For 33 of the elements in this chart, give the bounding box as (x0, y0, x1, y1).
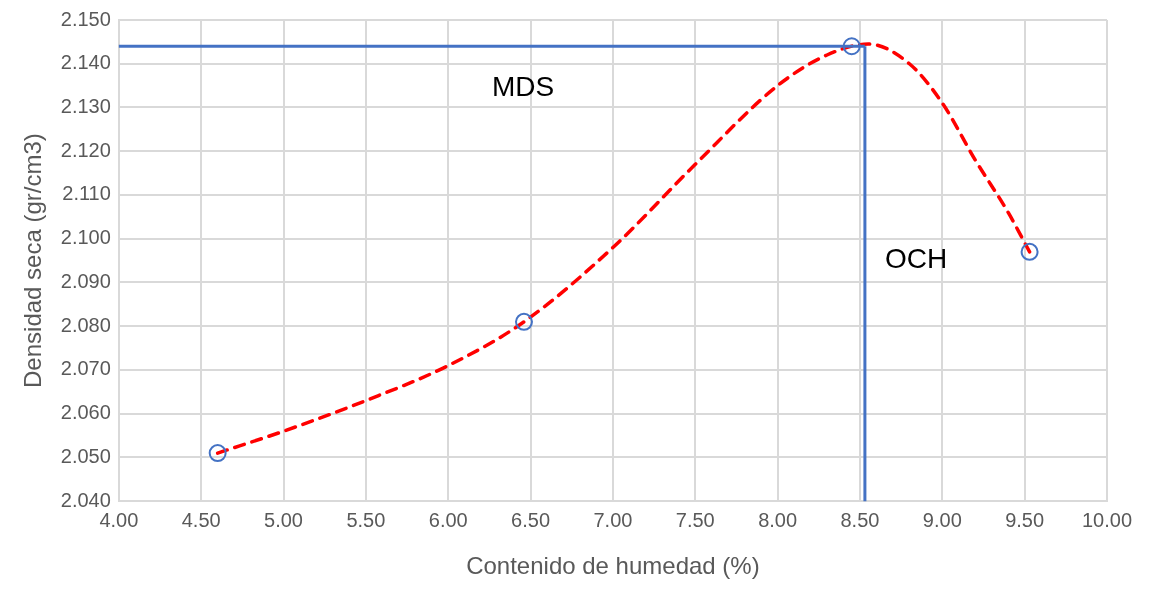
y-tick-label: 2.100 (60, 226, 111, 249)
y-tick-label: 2.130 (60, 95, 111, 118)
y-tick-label: 2.090 (60, 269, 111, 292)
y-tick-label: 2.150 (60, 7, 111, 30)
point (1020, 242, 1039, 261)
x-tick-label: 6.50 (511, 508, 551, 531)
x-tick-label: 4.00 (99, 508, 139, 531)
point (208, 444, 227, 463)
x-tick-label: 6.00 (428, 508, 468, 531)
y-tick-label: 2.070 (60, 357, 111, 380)
x-tick-label: 5.00 (264, 508, 304, 531)
x-axis-title: Contenido de humedad (%) (466, 552, 760, 580)
x-tick-label: 4.50 (181, 508, 221, 531)
y-tick-label: 2.080 (60, 313, 111, 336)
x-tick-label: 9.00 (922, 508, 962, 531)
y-tick-label: 2.120 (60, 138, 111, 161)
ref-line-label: OCH (884, 242, 948, 274)
x-tick-label: 10.00 (1081, 508, 1133, 531)
y-tick-label: 2.140 (60, 51, 111, 74)
x-tick-label: 7.50 (675, 508, 715, 531)
x-tick-label: 8.50 (840, 508, 880, 531)
y-tick-label: 2.110 (62, 182, 111, 205)
x-tick-label: 7.00 (593, 508, 633, 531)
y-tick-label: 2.050 (60, 444, 111, 467)
point (514, 312, 533, 331)
x-tick-label: 8.00 (758, 508, 798, 531)
x-tick-label: 5.50 (346, 508, 386, 531)
x-tick-label: 9.50 (1005, 508, 1045, 531)
y-tick-label: 2.060 (60, 401, 111, 424)
y-tick-label: 2.040 (60, 488, 111, 511)
ref-line-label: MDS (491, 70, 555, 102)
point (842, 37, 861, 56)
y-axis-title: Densidad seca (gr/cm3) (19, 133, 47, 388)
